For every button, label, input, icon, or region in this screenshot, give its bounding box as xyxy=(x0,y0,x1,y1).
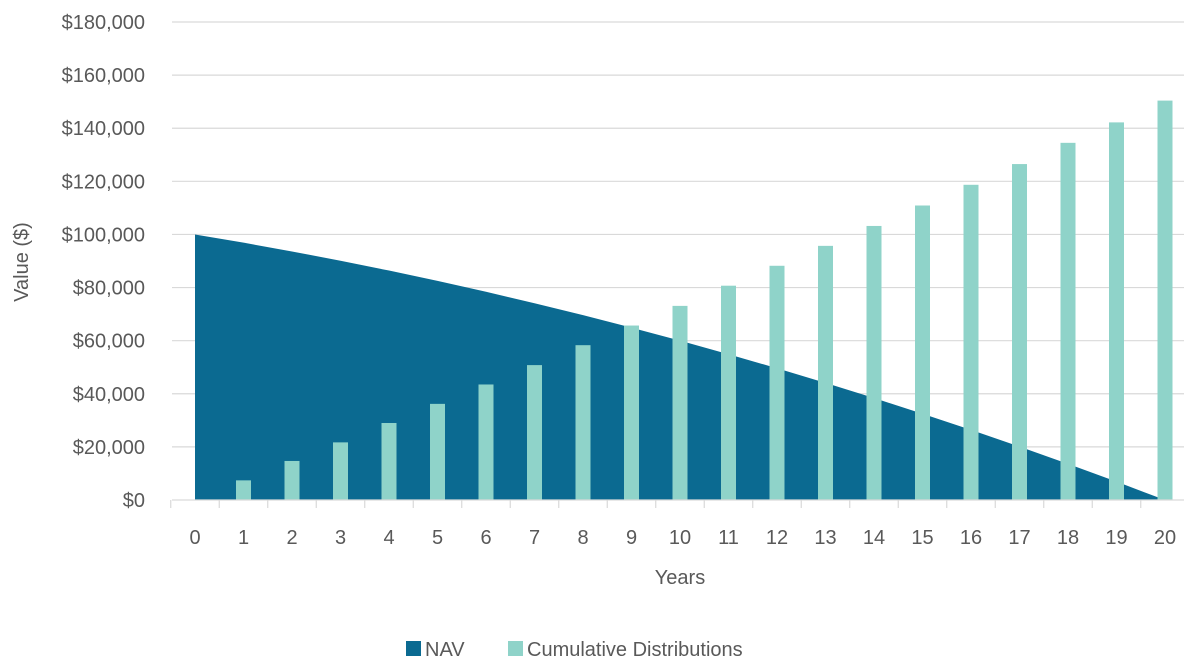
distribution-bar xyxy=(430,403,445,500)
distribution-bar xyxy=(236,480,251,500)
y-tick-label: $120,000 xyxy=(62,171,145,193)
legend-swatch-cumulative-distributions xyxy=(508,641,523,656)
distribution-bar xyxy=(575,345,591,500)
x-tick-label: 14 xyxy=(863,527,885,549)
distribution-bar xyxy=(333,442,348,500)
legend: NAV Cumulative Distributions xyxy=(406,639,743,660)
y-tick-label: $40,000 xyxy=(73,384,145,406)
x-tick-label: 1 xyxy=(238,527,249,549)
legend-label-nav: NAV xyxy=(425,639,465,660)
y-tick-label: $0 xyxy=(123,490,145,512)
x-axis-title: Years xyxy=(655,567,705,589)
y-tick-label: $60,000 xyxy=(73,331,145,353)
distribution-bar xyxy=(769,265,785,500)
distribution-bar xyxy=(1109,122,1124,500)
distribution-bar xyxy=(1060,142,1076,500)
y-tick-label: $100,000 xyxy=(62,224,145,246)
x-tick-label: 6 xyxy=(480,527,491,549)
distribution-bar xyxy=(381,422,397,500)
distribution-bar xyxy=(624,325,639,500)
distribution-bars xyxy=(236,100,1173,501)
x-tick-label: 2 xyxy=(286,527,297,549)
x-tick-label: 0 xyxy=(189,527,200,549)
distribution-bar xyxy=(1012,164,1027,500)
x-tick-label: 12 xyxy=(766,527,788,549)
distribution-bar xyxy=(818,245,833,500)
y-tick-label: $160,000 xyxy=(62,65,145,87)
distribution-bar xyxy=(866,225,882,500)
x-tick-label: 5 xyxy=(432,527,443,549)
x-tick-label: 8 xyxy=(577,527,588,549)
x-tick-label: 10 xyxy=(669,527,691,549)
distribution-bar xyxy=(672,305,688,500)
x-tick-label: 9 xyxy=(626,527,637,549)
x-tick-label: 20 xyxy=(1154,527,1176,549)
distribution-bar xyxy=(721,285,736,500)
x-tick-label: 19 xyxy=(1105,527,1127,549)
x-axis-tick-labels: 0 1 2 3 4 5 6 7 8 9 10 11 12 13 14 15 16 17 18 19 20 xyxy=(189,527,1176,549)
x-axis xyxy=(170,499,1184,508)
x-tick-label: 4 xyxy=(383,527,394,549)
x-tick-label: 16 xyxy=(960,527,982,549)
y-tick-label: $20,000 xyxy=(73,437,145,459)
distribution-bar xyxy=(1157,100,1173,500)
legend-swatch-nav xyxy=(406,641,421,656)
y-tick-label: $180,000 xyxy=(62,12,145,34)
x-tick-label: 3 xyxy=(335,527,346,549)
x-tick-label: 7 xyxy=(529,527,540,549)
legend-label-cumulative-distributions: Cumulative Distributions xyxy=(527,639,743,660)
distribution-bar xyxy=(527,365,542,500)
x-tick-label: 11 xyxy=(718,527,739,549)
y-tick-label: $140,000 xyxy=(62,118,145,140)
distribution-bar xyxy=(284,460,300,500)
distribution-bar xyxy=(963,184,979,501)
y-tick-label: $80,000 xyxy=(73,278,145,300)
y-axis-title: Value ($) xyxy=(11,222,33,302)
x-tick-label: 13 xyxy=(814,527,836,549)
x-tick-label: 17 xyxy=(1008,527,1030,549)
distribution-bar xyxy=(478,384,494,500)
y-axis-tick-labels: $0 $20,000 $40,000 $60,000 $80,000 $100,000 $1… xyxy=(62,12,145,512)
x-tick-label: 15 xyxy=(911,527,933,549)
x-tick-label: 18 xyxy=(1057,527,1079,549)
distribution-bar xyxy=(915,205,930,500)
